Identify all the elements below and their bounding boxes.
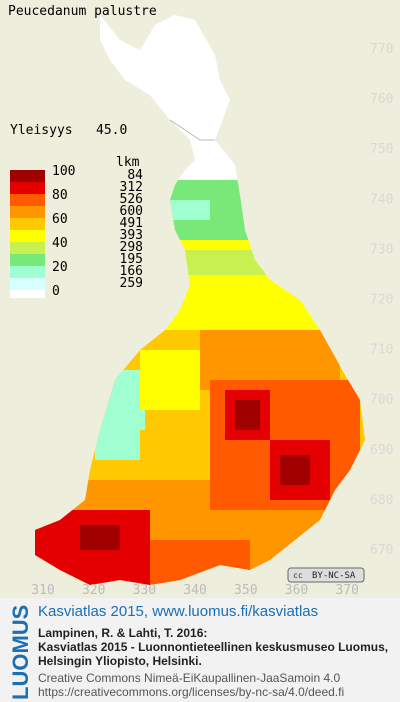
legend-count: 312 xyxy=(120,180,143,195)
y-tick-label: 700 xyxy=(370,393,393,408)
x-tick-label: 340 xyxy=(183,583,206,598)
y-tick-label: 690 xyxy=(370,443,393,458)
y-tick-label: 670 xyxy=(370,543,393,558)
legend-count: 259 xyxy=(120,276,143,291)
legend-count: 195 xyxy=(120,252,143,267)
legend-class-label: 60 xyxy=(52,212,68,227)
legend-swatch xyxy=(10,182,45,194)
cc-badge xyxy=(287,567,365,583)
footer-background xyxy=(0,598,400,702)
legend-class-label: 40 xyxy=(52,236,68,251)
y-tick-label: 720 xyxy=(370,293,393,308)
cc-badge-text: BY-NC-SA xyxy=(312,571,356,581)
legend-class-label: 80 xyxy=(52,188,68,203)
legend-swatch xyxy=(10,290,45,298)
legend-class-label: 0 xyxy=(52,284,60,299)
legend-count: 84 xyxy=(127,168,143,183)
y-tick-label: 770 xyxy=(370,42,393,57)
legend-swatch xyxy=(10,230,45,242)
legend-count: 298 xyxy=(120,240,143,255)
legend-swatch xyxy=(10,278,45,290)
legend-count: 166 xyxy=(120,264,143,279)
legend-count: 491 xyxy=(120,216,143,231)
x-tick-label: 370 xyxy=(335,583,358,598)
legend-class-label: 100 xyxy=(52,164,75,179)
count-header: lkm xyxy=(116,155,140,170)
legend-count: 393 xyxy=(120,228,143,243)
x-tick-label: 330 xyxy=(133,583,156,598)
legend-class-label: 20 xyxy=(52,260,68,275)
y-tick-label: 750 xyxy=(370,142,393,157)
x-tick-label: 360 xyxy=(285,583,308,598)
x-tick-label: 320 xyxy=(82,583,105,598)
y-tick-label: 740 xyxy=(370,192,393,207)
index-label: Yleisyys xyxy=(10,123,73,138)
x-tick-label: 350 xyxy=(234,583,257,598)
logo: LUOMUS xyxy=(8,605,33,700)
svg-text:cc: cc xyxy=(293,571,303,580)
legend-count: 600 xyxy=(120,204,143,219)
legend-swatch xyxy=(10,218,45,230)
legend-swatch xyxy=(10,206,45,218)
legend-swatch xyxy=(10,242,45,254)
citation: Helsingin Yliopisto, Helsinki. xyxy=(38,654,202,668)
legend-swatch xyxy=(10,170,45,182)
title: Peucedanum palustre xyxy=(8,4,157,19)
y-tick-label: 760 xyxy=(370,92,393,107)
x-tick-label: 310 xyxy=(31,583,54,598)
legend: 100 80 60 40 20 0 8431252660049139329819516625… xyxy=(10,164,143,299)
y-tick-label: 710 xyxy=(370,343,393,358)
y-tick-label: 680 xyxy=(370,493,393,508)
license-url[interactable]: https://creativecommons.org/licenses/by-… xyxy=(38,685,344,699)
citation: Kasviatlas 2015 - Luonnontieteellinen ke… xyxy=(38,640,388,654)
y-tick-label: 730 xyxy=(370,242,393,257)
license: Creative Commons Nimeä-EiKaupallinen-Jaa… xyxy=(38,671,340,685)
legend-swatch xyxy=(10,254,45,266)
index-value: 45.0 xyxy=(96,123,127,138)
ticks: 310 320 330 340 350 360 370 770 760 750 740 730 720 7… xyxy=(31,42,393,598)
citation: Lampinen, R. & Lahti, T. 2016: xyxy=(38,626,207,640)
footer-link: Kasviatlas 2015, www.luomus.fi/kasviatla… xyxy=(38,603,318,620)
legend-swatch xyxy=(10,266,45,278)
legend-count: 526 xyxy=(120,192,143,207)
legend-swatch xyxy=(10,194,45,206)
